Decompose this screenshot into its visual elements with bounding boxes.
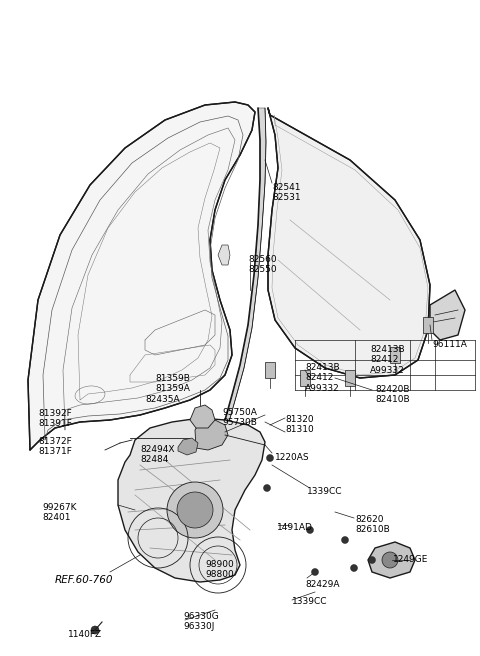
Text: 82560
82550: 82560 82550 xyxy=(248,255,276,274)
Text: 82413B
82412
A99332: 82413B 82412 A99332 xyxy=(370,345,405,375)
Text: 82435A: 82435A xyxy=(145,395,180,404)
Circle shape xyxy=(350,565,358,571)
Text: 81359B
81359A: 81359B 81359A xyxy=(155,374,190,394)
Text: 99267K
82401: 99267K 82401 xyxy=(42,503,76,522)
Text: 1220AS: 1220AS xyxy=(275,453,310,462)
Polygon shape xyxy=(195,420,228,450)
Polygon shape xyxy=(218,245,230,265)
Text: 82541
82531: 82541 82531 xyxy=(272,183,300,203)
Circle shape xyxy=(341,537,348,544)
Polygon shape xyxy=(178,438,198,455)
Text: 96111A: 96111A xyxy=(432,340,467,349)
Circle shape xyxy=(167,482,223,538)
Bar xyxy=(423,317,433,333)
Text: 81392F
81391F: 81392F 81391F xyxy=(38,409,72,428)
Text: 82420B
82410B: 82420B 82410B xyxy=(375,385,409,404)
Circle shape xyxy=(266,455,274,462)
Polygon shape xyxy=(268,108,430,378)
Circle shape xyxy=(91,626,99,634)
Bar xyxy=(345,370,355,386)
Circle shape xyxy=(382,552,398,568)
Bar xyxy=(265,362,275,378)
Text: 95750A
95730B: 95750A 95730B xyxy=(222,408,257,428)
Text: 1140FZ: 1140FZ xyxy=(68,630,102,639)
Polygon shape xyxy=(28,102,255,450)
Polygon shape xyxy=(368,542,415,578)
Text: REF.60-760: REF.60-760 xyxy=(55,575,113,585)
Polygon shape xyxy=(190,405,215,428)
Text: 1339CC: 1339CC xyxy=(292,597,327,606)
Text: 96330G
96330J: 96330G 96330J xyxy=(183,612,219,631)
Circle shape xyxy=(264,485,271,491)
Bar xyxy=(300,370,310,386)
Text: 81372F
81371F: 81372F 81371F xyxy=(38,437,72,457)
Bar xyxy=(390,347,400,363)
Polygon shape xyxy=(220,108,266,447)
Text: 82494X
82484: 82494X 82484 xyxy=(140,445,175,464)
Text: 82413B
82412
A99332: 82413B 82412 A99332 xyxy=(305,363,340,393)
Text: 1339CC: 1339CC xyxy=(307,487,343,496)
Text: 82429A: 82429A xyxy=(305,580,339,589)
Text: 81320
81310: 81320 81310 xyxy=(285,415,314,434)
Text: 82620
82610B: 82620 82610B xyxy=(355,515,390,535)
Circle shape xyxy=(369,556,375,564)
Text: 98900
98800: 98900 98800 xyxy=(205,560,234,579)
Polygon shape xyxy=(118,418,265,582)
Text: 1491AD: 1491AD xyxy=(277,523,313,532)
Text: 1249GE: 1249GE xyxy=(393,555,428,564)
Circle shape xyxy=(307,527,313,533)
Circle shape xyxy=(177,492,213,528)
Circle shape xyxy=(312,569,319,575)
Polygon shape xyxy=(430,290,465,340)
